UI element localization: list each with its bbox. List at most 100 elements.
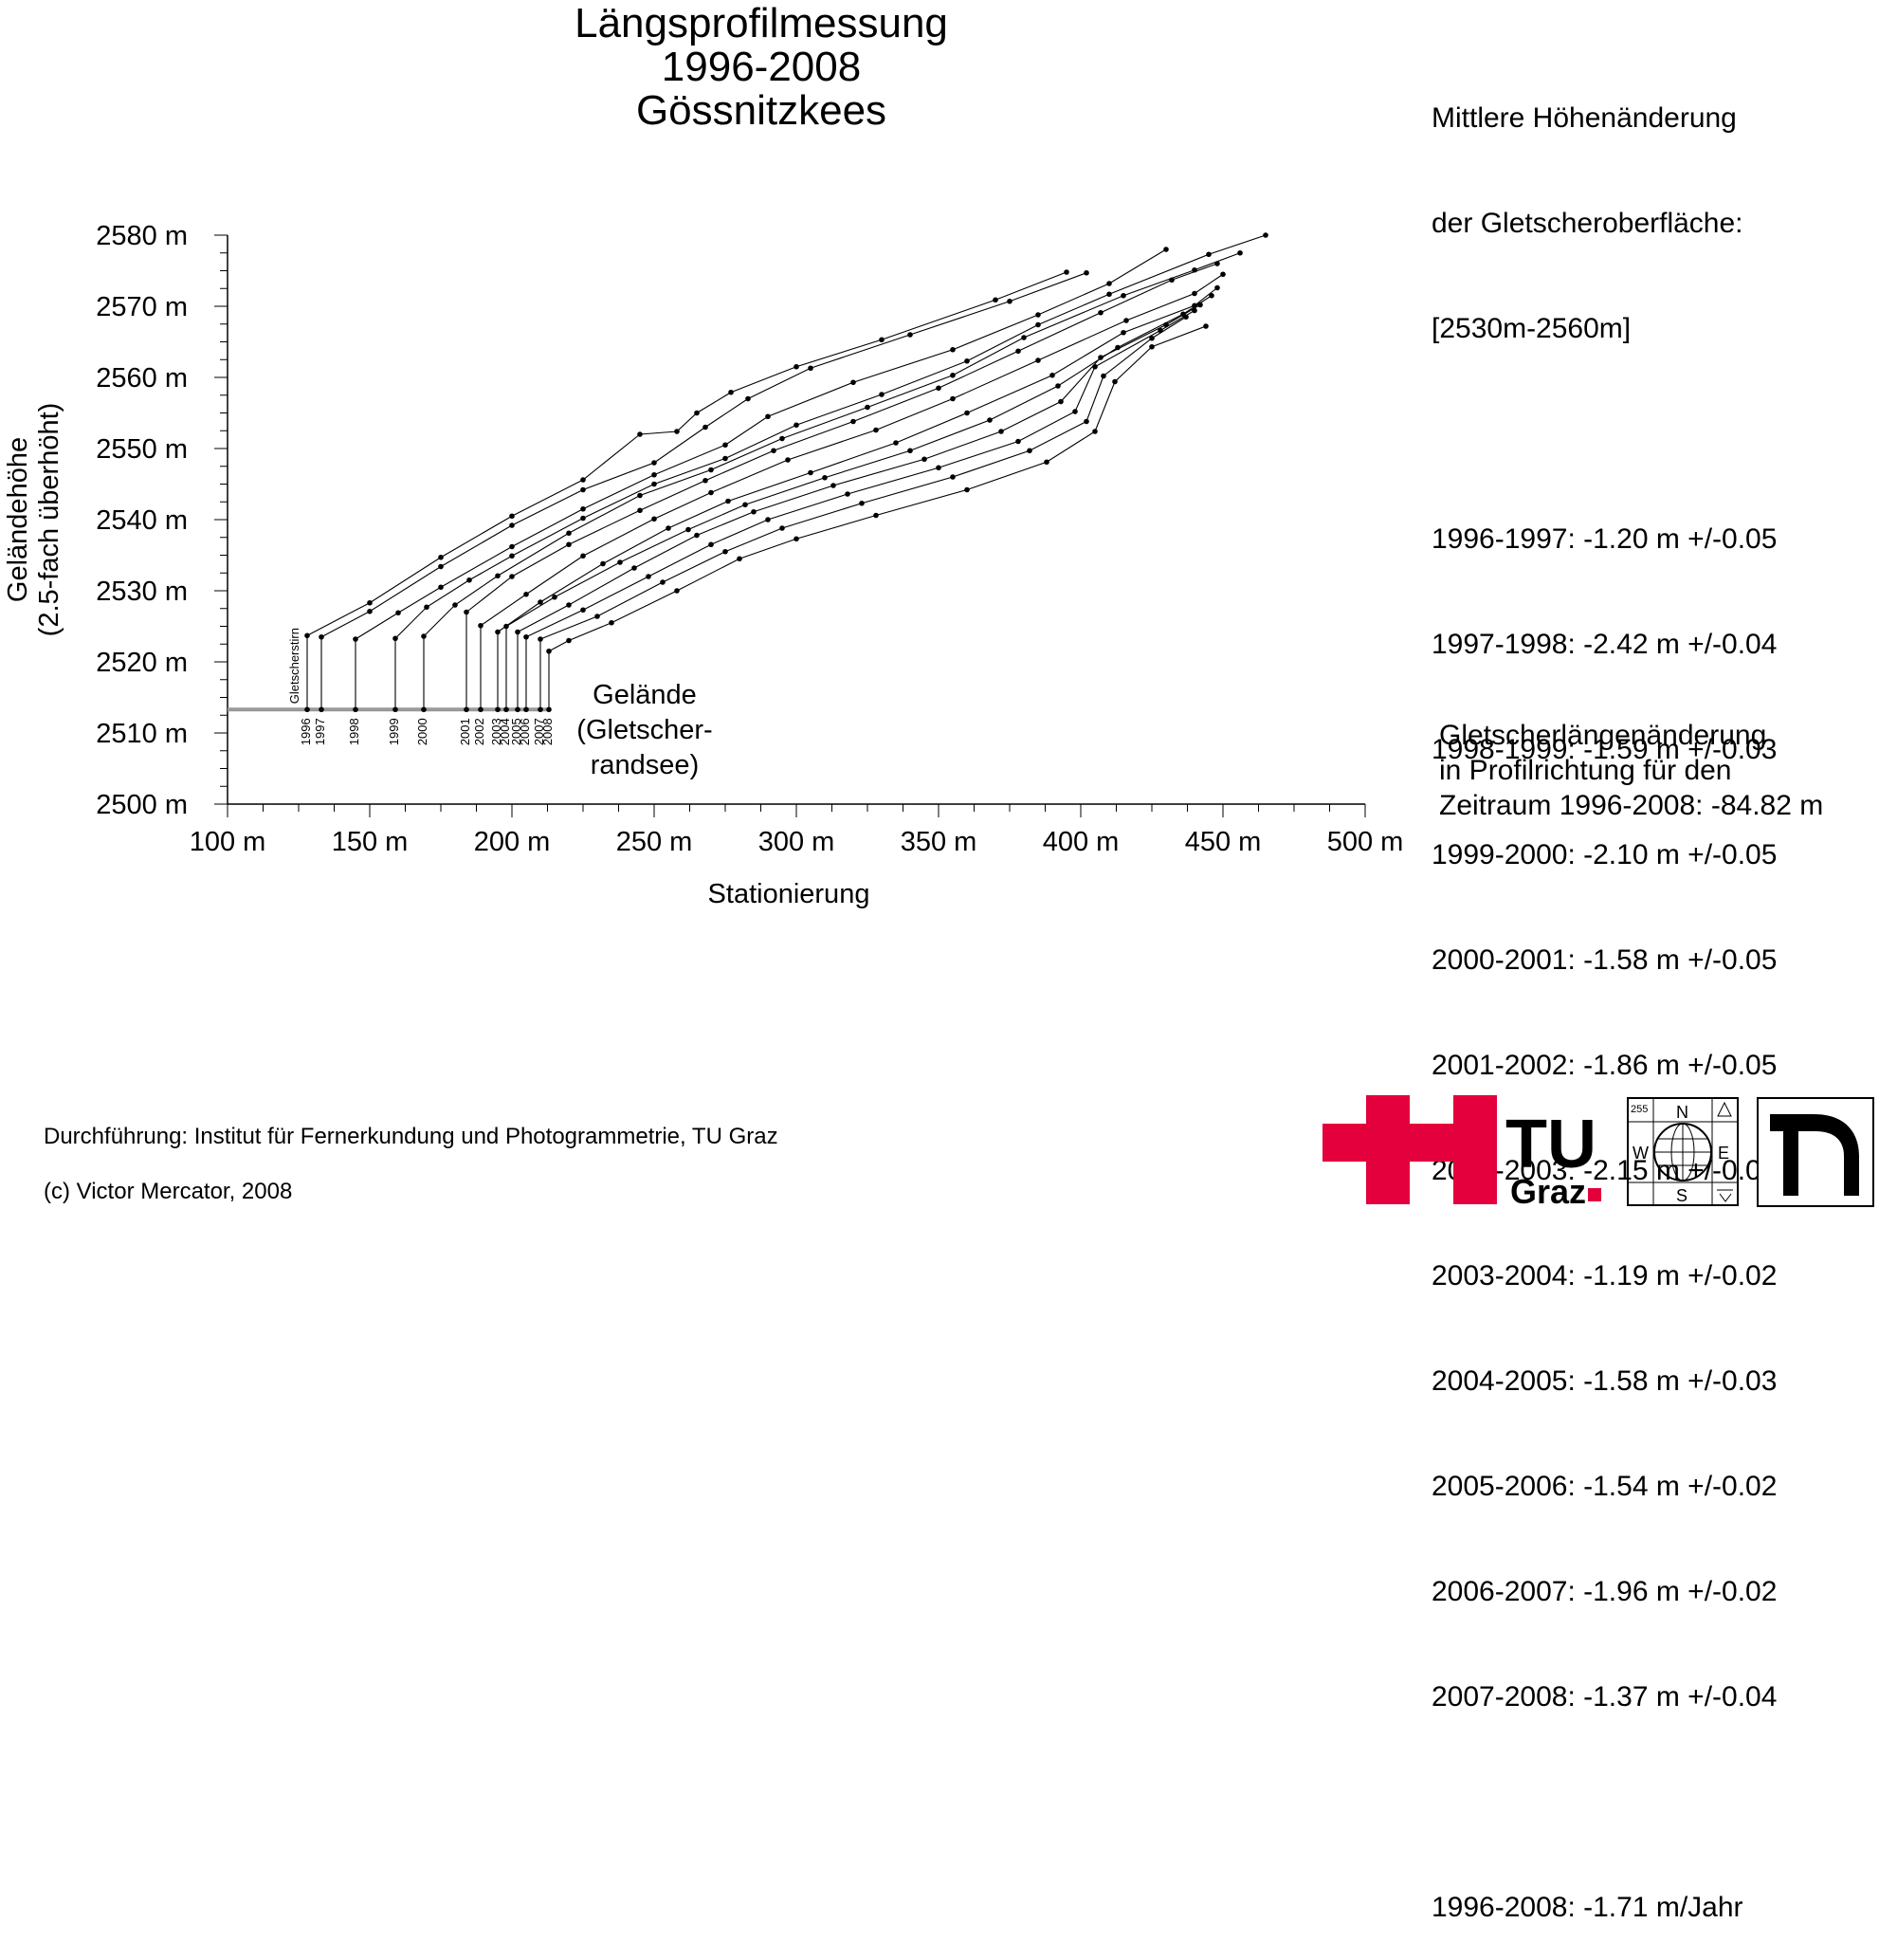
length-change-line-2: in Profilrichtung für den (1439, 755, 1732, 786)
profile-line-2004 (505, 295, 1213, 627)
title-line-2: 1996-2008 (661, 44, 862, 90)
front-year-label: 2000 (415, 718, 429, 745)
profile-point (822, 474, 828, 481)
series-1997: 1997 (313, 269, 1089, 745)
profile-point (1112, 378, 1118, 385)
profile-point (1149, 343, 1155, 350)
front-point (421, 706, 427, 713)
profile-point (566, 602, 572, 608)
y-axis-title: Geländehöhe (2.5-fach überhöht) (3, 403, 64, 637)
profile-point (893, 440, 899, 446)
profile-point (1121, 292, 1126, 299)
series-2002: 2002 (472, 271, 1226, 745)
tu-graz-mark (1323, 1095, 1497, 1204)
tu-logo-block (1366, 1138, 1410, 1204)
change-row: 2001-2002: -1.86 m +/-0.05 (1432, 1050, 1778, 1081)
profile-point (850, 418, 856, 425)
x-tick-label: 450 m (1185, 827, 1262, 857)
series-2001: 2001 (458, 261, 1220, 745)
profile-point (580, 477, 586, 483)
profile-point (1192, 307, 1197, 314)
profile-point (1055, 383, 1061, 389)
profile-point (509, 522, 515, 528)
profile-point (751, 508, 757, 515)
series-2004: 2004 (498, 292, 1214, 745)
profile-point (666, 525, 671, 531)
profile-point (452, 602, 458, 608)
series-1999: 1999 (387, 232, 1268, 745)
tu-logo-block (1323, 1124, 1366, 1162)
length-change-panel: Gletscherlängenänderung in Profilrichtun… (1439, 718, 1823, 823)
length-change-line-3: Zeitraum 1996-2008: -84.82 m (1439, 790, 1824, 821)
profile-point (708, 489, 714, 496)
profile-point (1123, 318, 1129, 323)
front-point (319, 706, 324, 713)
front-year-label: 2005 (509, 718, 523, 745)
profile-point (685, 526, 691, 533)
length-change-line-1: Gletscherlängenänderung (1439, 720, 1767, 751)
profile-point (646, 574, 651, 579)
profile-line-2002 (480, 273, 1224, 627)
profile-point (950, 346, 956, 353)
y-tick-label: 2530 m (96, 577, 188, 607)
profile-point (1058, 398, 1064, 405)
profile-line-2001 (465, 263, 1218, 613)
profile-point (509, 513, 515, 520)
profile-point (987, 417, 993, 423)
profile-point (779, 525, 785, 531)
title-line-1: Längsprofilmessung (575, 0, 948, 46)
profile-point (566, 530, 572, 537)
profile-point (742, 502, 748, 508)
profile-point (1098, 309, 1104, 316)
profile-point (708, 541, 714, 548)
average-change: 1996-2008: -1.71 m/Jahr (1432, 1892, 1743, 1923)
credits-line-1: Durchführung: Institut für Fernerkundung… (44, 1124, 778, 1149)
compass-triangle-icon (1717, 1101, 1732, 1117)
profile-point (509, 553, 515, 559)
profile-point (964, 486, 970, 493)
front-point (478, 706, 483, 713)
profile-point (1121, 329, 1126, 336)
y-axis-title-line-2: (2.5-fach überhöht) (34, 403, 64, 637)
profile-point (580, 505, 586, 512)
front-year-label: 2007 (532, 718, 546, 745)
profile-point (722, 455, 728, 462)
profile-point (950, 474, 956, 480)
x-tick-label: 200 m (474, 827, 551, 857)
globe-east: E (1718, 1144, 1729, 1163)
profile-point (424, 604, 429, 611)
profile-point (367, 608, 373, 614)
profile-point (873, 512, 879, 519)
series-1996: 1996 (299, 269, 1069, 745)
front-point (523, 706, 529, 713)
emblem-mark-icon (1770, 1114, 1859, 1196)
tu-logo-text: TU (1505, 1107, 1596, 1182)
title-line-3: Gössnitzkees (635, 87, 887, 134)
profile-point (600, 560, 606, 567)
y-tick-label: 2570 m (96, 292, 188, 322)
globe-north: N (1676, 1103, 1688, 1122)
profile-point (651, 516, 657, 522)
front-point (538, 706, 543, 713)
profile-point (794, 422, 799, 429)
x-tick-label: 250 m (616, 827, 693, 857)
credits-line-2: (c) Victor Mercator, 2008 (44, 1179, 293, 1204)
series-2007: 2007 (532, 314, 1189, 745)
front-year-label: 1999 (387, 718, 401, 745)
profile-point (1106, 281, 1112, 286)
profile-line-1996 (306, 271, 1067, 636)
profile-point (651, 460, 657, 466)
profile-point (1092, 429, 1098, 434)
front-point (392, 706, 398, 713)
change-row: 2003-2004: -1.19 m +/-0.02 (1432, 1260, 1778, 1291)
profile-point (1098, 355, 1104, 360)
profile-point (631, 565, 637, 571)
front-year-label: 2001 (458, 718, 472, 745)
profile-point (509, 543, 515, 550)
profile-point (859, 500, 865, 506)
profile-point (964, 357, 970, 364)
profile-point (660, 579, 666, 585)
profile-line-2003 (497, 287, 1218, 632)
profile-point (1192, 290, 1197, 297)
profile-point (879, 337, 885, 343)
